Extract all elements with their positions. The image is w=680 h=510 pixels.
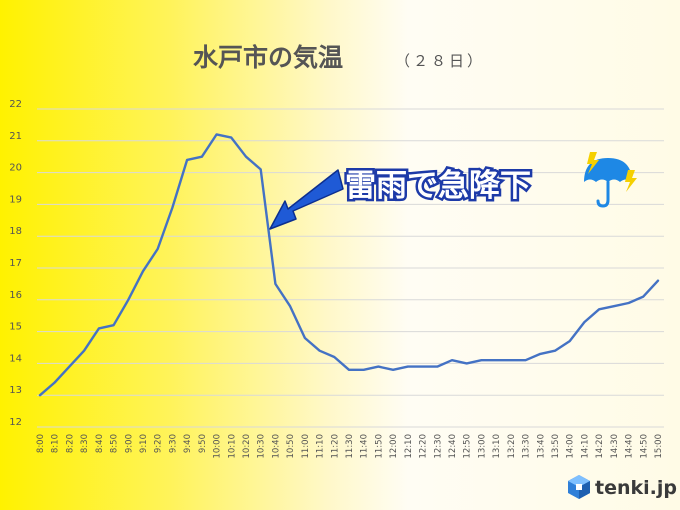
arrow-icon [269,169,344,230]
x-tick-label: 9:50 [198,434,208,453]
x-tick-label: 9:20 [154,434,164,453]
x-tick-label: 13:20 [507,434,517,459]
y-tick-label: 18 [9,226,22,237]
x-tick-label: 11:30 [345,434,355,459]
x-tick-label: 10:10 [227,434,237,459]
x-tick-label: 8:30 [80,434,90,453]
y-tick-label: 20 [9,163,22,174]
x-tick-label: 9:30 [168,434,178,453]
x-tick-label: 14:20 [595,434,605,459]
grid-lines [37,108,664,428]
x-tick-label: 8:00 [36,434,46,453]
y-tick-label: 15 [9,322,22,333]
x-tick-label: 12:30 [433,434,443,459]
x-tick-label: 11:20 [330,434,340,459]
tenki-logo: tenki.jp [568,475,677,499]
x-tick-label: 10:50 [286,434,296,459]
x-tick-label: 13:40 [536,434,546,459]
x-tick-label: 12:20 [419,434,429,459]
chart-title: 水戸市の気温 [193,43,343,72]
x-tick-label: 11:50 [374,434,384,459]
y-tick-label: 14 [9,353,22,364]
x-tick-label: 9:40 [183,434,193,453]
annotation-arrow [269,169,344,230]
tenki-logo-icon [568,475,590,499]
x-tick-label: 12:10 [404,434,414,459]
x-tick-label: 13:00 [477,434,487,459]
y-tick-label: 12 [9,417,22,428]
x-tick-label: 14:50 [639,434,649,459]
x-tick-label: 12:40 [448,434,458,459]
x-tick-label: 8:20 [65,434,75,453]
x-tick-label: 14:10 [580,434,590,459]
x-tick-label: 12:00 [389,434,399,459]
y-tick-label: 17 [9,258,22,269]
y-tick-label: 19 [9,194,22,205]
annotation-label: 雷雨で急降下 [345,168,531,204]
y-tick-label: 16 [9,290,22,301]
x-tick-label: 10:40 [271,434,281,459]
x-axis-ticks: 8:00 8:10 8:20 8:30 8:40 8:50 9:00 9:10 9:20 9:30… [36,434,664,459]
x-tick-label: 11:00 [301,434,311,459]
temperature-series-line [38,133,660,397]
y-axis-ticks: 12 13 14 15 16 17 18 19 20 21 22 [9,99,22,428]
y-tick-label: 22 [9,99,22,110]
x-tick-label: 13:50 [551,434,561,459]
x-tick-label: 9:00 [124,434,134,453]
x-tick-label: 12:50 [463,434,473,459]
x-tick-label: 13:30 [522,434,532,459]
x-tick-label: 14:30 [610,434,620,459]
x-tick-label: 14:40 [625,434,635,459]
x-tick-label: 8:10 [51,434,61,453]
x-tick-label: 11:10 [316,434,326,459]
y-tick-label: 13 [9,385,22,396]
x-tick-label: 9:10 [139,434,149,453]
x-tick-label: 14:00 [566,434,576,459]
logo-text: tenki.jp [595,477,677,499]
x-tick-label: 10:00 [213,434,223,459]
x-tick-label: 8:50 [110,434,120,453]
x-tick-label: 10:30 [257,434,267,459]
x-tick-label: 13:10 [492,434,502,459]
y-tick-label: 21 [9,131,22,142]
chart-subtitle: （２８日） [395,52,485,70]
x-tick-label: 15:00 [654,434,664,459]
x-tick-label: 10:20 [242,434,252,459]
umbrella-lightning-icon [584,152,637,208]
x-tick-label: 11:40 [360,434,370,459]
x-tick-label: 8:40 [95,434,105,453]
